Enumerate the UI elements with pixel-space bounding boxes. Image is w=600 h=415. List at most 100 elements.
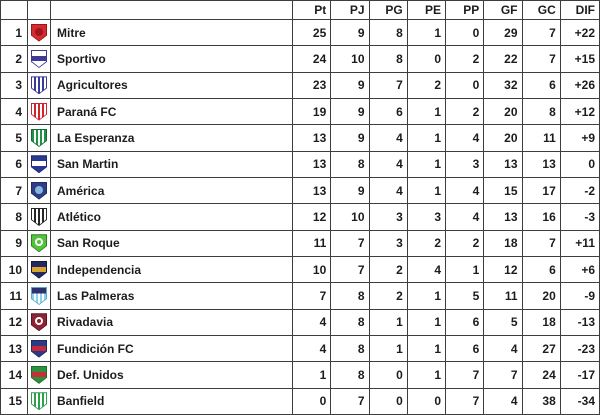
stat-value: +26 [574, 78, 595, 93]
stat-cell-gf: 18 [484, 230, 523, 256]
crest-cell [28, 256, 51, 283]
stat-cell-pj: 7 [331, 388, 370, 414]
stat-cell-pg: 4 [369, 125, 408, 151]
stat-value: 4 [396, 157, 403, 172]
stat-cell-gc: 18 [522, 309, 561, 335]
stat-cell-pp: 2 [446, 230, 485, 256]
stat-cell-pe: 4 [407, 256, 446, 283]
stat-value: 2 [396, 262, 403, 277]
table-row: 6 San Martin 13 8 4 1 3 13 13 0 [1, 151, 599, 178]
team-name-cell: Sportivo [51, 46, 293, 72]
stat-value: 25 [312, 25, 327, 40]
stat-cell-pg: 4 [369, 151, 408, 177]
stat-cell-dif: -23 [560, 335, 599, 362]
column-header-dif: DIF [560, 1, 599, 19]
stat-cell-gc: 20 [522, 283, 561, 309]
stat-value: 2 [434, 236, 441, 251]
position-label: 14 [8, 367, 22, 382]
crest-cell [28, 72, 51, 98]
stat-value: +22 [574, 25, 595, 40]
table-row: 12 Rivadavia 4 8 1 1 6 5 18 -13 [1, 309, 599, 336]
stat-value: 0 [472, 78, 480, 93]
stat-value: 2 [396, 288, 403, 303]
stat-value: 32 [504, 78, 518, 93]
stat-cell-pp: 5 [446, 283, 485, 309]
stat-value: 4 [434, 262, 441, 277]
stat-cell-pp: 4 [446, 204, 485, 230]
stat-cell-pp: 1 [446, 256, 485, 283]
stat-value: 7 [549, 51, 556, 66]
stat-cell-dif: -17 [560, 362, 599, 388]
header-row: Pt PJ PG PE PP GF GC DIF [1, 1, 599, 20]
stat-cell-pe: 1 [407, 177, 446, 204]
stat-value: 7 [357, 394, 365, 409]
position-label: 4 [15, 104, 22, 119]
stat-cell-dif: +11 [560, 230, 599, 256]
team-name-cell: Banfield [51, 388, 293, 414]
table-row: 7 América 13 9 4 1 4 15 17 -2 [1, 177, 599, 205]
stat-cell-gf: 5 [484, 309, 523, 335]
stat-value: -2 [584, 183, 595, 198]
stat-cell-dif: +9 [560, 125, 599, 151]
stat-value: 24 [542, 367, 556, 382]
position-cell: 12 [1, 309, 28, 335]
stat-cell-gf: 4 [484, 388, 523, 414]
stat-value: 5 [472, 288, 480, 303]
stat-cell-dif: +26 [560, 72, 599, 98]
stat-cell-pj: 8 [331, 362, 370, 388]
stat-cell-pe: 0 [407, 46, 446, 72]
stat-value: 0 [434, 394, 441, 409]
stat-value: 7 [549, 25, 556, 40]
column-header-pg: PG [369, 1, 408, 19]
table-row: 14 Def. Unidos 1 8 0 1 7 7 24 -17 [1, 362, 599, 389]
stat-value: 7 [510, 367, 518, 382]
stat-cell-pp: 7 [446, 362, 485, 388]
crest-cell [28, 362, 51, 388]
team-name-label: Banfield [57, 394, 105, 409]
team-name-cell: Mitre [51, 20, 293, 46]
stat-value: 7 [396, 78, 403, 93]
stat-cell-gc: 27 [522, 335, 561, 362]
stat-cell-gf: 11 [484, 283, 523, 309]
position-cell: 10 [1, 256, 28, 283]
stat-value: 1 [434, 183, 441, 198]
stat-value: 6 [549, 78, 556, 93]
stat-value: 3 [434, 209, 441, 224]
position-cell: 11 [1, 283, 28, 309]
stat-value: 8 [396, 25, 403, 40]
stat-value: 18 [542, 315, 556, 330]
stat-value: 6 [396, 104, 403, 119]
crest-cell [28, 177, 51, 204]
team-crest-icon [31, 102, 47, 121]
stat-value: 4 [396, 183, 403, 198]
stat-cell-dif: -2 [560, 177, 599, 204]
stat-cell-pj: 9 [331, 125, 370, 151]
stat-cell-pp: 6 [446, 335, 485, 362]
crest-cell [28, 309, 51, 335]
crest-emblem [35, 27, 43, 36]
stat-value: 3 [396, 209, 403, 224]
stat-cell-pj: 9 [331, 177, 370, 204]
stat-cell-pt: 19 [293, 98, 332, 125]
stat-value: 2 [472, 51, 480, 66]
team-name-cell: Paraná FC [51, 98, 293, 125]
stat-cell-gc: 7 [522, 230, 561, 256]
stat-cell-pj: 8 [331, 335, 370, 362]
stat-cell-gf: 15 [484, 177, 523, 204]
column-header-gf: GF [484, 1, 523, 19]
stat-cell-pp: 2 [446, 46, 485, 72]
stat-value: 23 [312, 78, 327, 93]
stat-cell-pt: 4 [293, 309, 332, 335]
stat-value: 1 [434, 341, 441, 356]
stat-cell-gc: 7 [522, 46, 561, 72]
table-row: 4 Paraná FC 19 9 6 1 2 20 8 +12 [1, 98, 599, 126]
stat-value: 17 [542, 183, 556, 198]
stat-value: 7 [357, 236, 365, 251]
stat-cell-dif: -34 [560, 388, 599, 414]
stat-value: 38 [542, 394, 556, 409]
position-label: 6 [15, 157, 22, 172]
table-row: 2 Sportivo 24 10 8 0 2 22 7 +15 [1, 46, 599, 73]
stat-value: 1 [434, 130, 441, 145]
stat-value: 10 [312, 262, 327, 277]
